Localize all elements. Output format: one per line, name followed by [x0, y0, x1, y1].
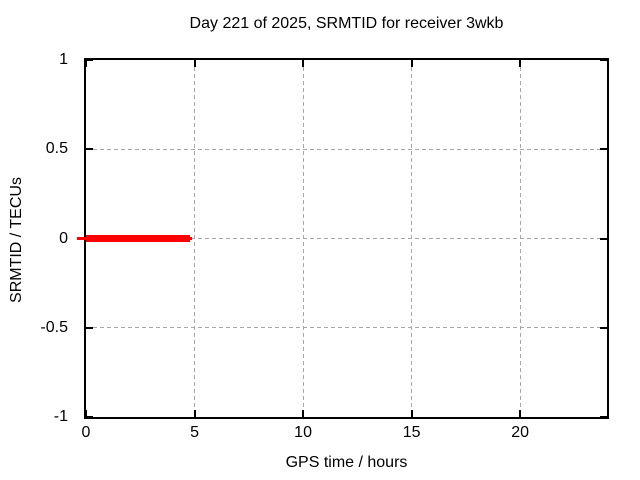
- y-grid-line: [86, 148, 607, 150]
- y-tick-label: -1: [53, 408, 68, 425]
- x-tick-label: 15: [402, 424, 421, 441]
- y-tick-mark: [86, 148, 93, 151]
- y-tick-mark: [86, 416, 93, 418]
- x-tick-mark: [193, 410, 196, 417]
- x-tick-label: 20: [511, 424, 530, 441]
- x-tick-mark: [519, 410, 522, 417]
- x-tick-mark: [410, 60, 413, 67]
- y-grid-line: [86, 327, 607, 329]
- y-tick-mark: [600, 416, 607, 418]
- series-line-cap: [77, 237, 193, 240]
- x-tick-mark: [410, 410, 413, 417]
- x-tick-mark: [193, 60, 196, 67]
- x-tick-label: 5: [190, 424, 199, 441]
- x-tick-mark: [519, 60, 522, 67]
- y-tick-mark: [600, 59, 607, 61]
- y-grid-line: [86, 238, 607, 239]
- chart-title: Day 221 of 2025, SRMTID for receiver 3wk…: [189, 15, 504, 32]
- y-tick-mark: [86, 59, 93, 61]
- y-tick-label: 1: [59, 51, 68, 68]
- y-tick-mark: [600, 326, 607, 329]
- y-tick-mark: [86, 326, 93, 329]
- y-tick-label: 0: [59, 229, 68, 247]
- x-tick-mark: [85, 410, 87, 417]
- y-tick-mark: [600, 148, 607, 151]
- x-tick-label: 0: [81, 424, 91, 441]
- y-tick-mark: [600, 237, 607, 240]
- x-tick-mark: [302, 410, 305, 417]
- y-tick-label: -0.5: [40, 318, 68, 336]
- x-tick-label: 10: [294, 424, 312, 441]
- y-tick-label: 0.5: [45, 140, 68, 158]
- x-tick-mark: [302, 60, 305, 67]
- x-tick-mark: [85, 60, 87, 67]
- x-axis-label: GPS time / hours: [285, 454, 408, 471]
